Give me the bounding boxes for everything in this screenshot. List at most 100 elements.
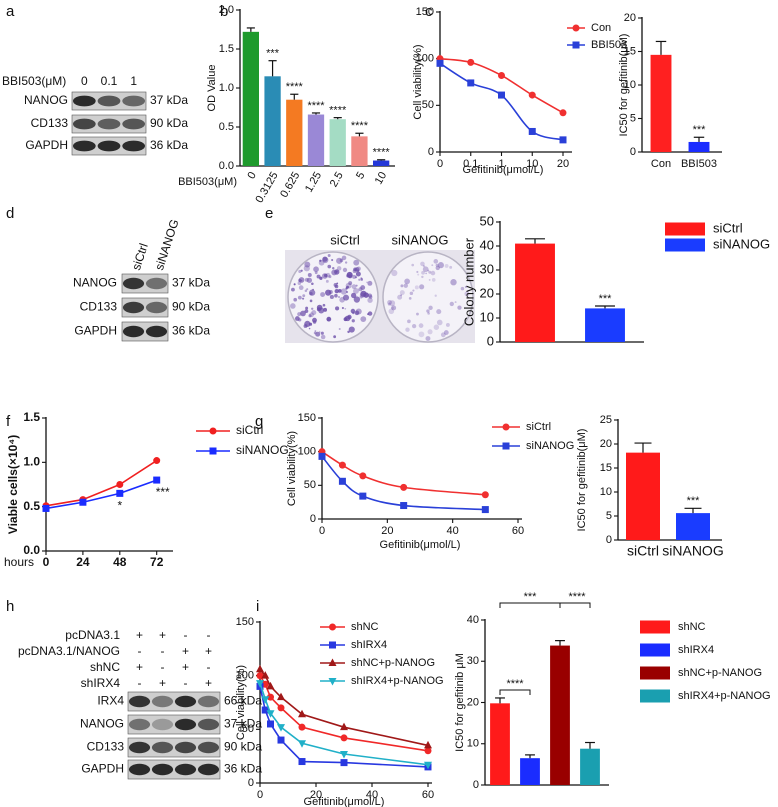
- marker: [400, 483, 408, 491]
- condition-sign: +: [182, 660, 189, 674]
- colony: [426, 309, 430, 313]
- lane-label: 1: [130, 74, 137, 88]
- marker: [256, 672, 264, 680]
- colony: [418, 331, 425, 338]
- x-axis-label: hours: [4, 555, 34, 569]
- colony: [327, 254, 331, 257]
- condition-sign: +: [159, 628, 166, 642]
- colony: [428, 305, 433, 310]
- condition-sign: +: [205, 676, 212, 690]
- colony: [435, 265, 440, 271]
- condition-sign: +: [182, 644, 189, 658]
- colony: [341, 255, 347, 261]
- colony: [433, 324, 440, 330]
- significance-label: ****: [351, 120, 369, 132]
- panel-label: g: [255, 413, 263, 430]
- marker: [502, 442, 510, 450]
- y-tick-label: 1.0: [219, 82, 234, 94]
- legend-label: siCtrl: [526, 421, 551, 433]
- marker: [528, 91, 536, 99]
- blot-row: [127, 691, 221, 712]
- colony: [342, 294, 350, 301]
- x-tick-label: 2.5: [328, 170, 346, 189]
- colony: [405, 327, 410, 332]
- colony: [342, 267, 348, 273]
- colony: [387, 300, 392, 305]
- blot-band: [72, 95, 96, 107]
- colony: [333, 282, 338, 287]
- bar: [307, 114, 325, 166]
- marker: [116, 489, 124, 497]
- colony: [327, 264, 332, 269]
- x-tick-label: 72: [150, 555, 164, 569]
- y-tick-label: 100: [298, 446, 316, 458]
- colony: [353, 296, 361, 303]
- colony: [314, 330, 317, 332]
- marker: [153, 457, 161, 465]
- y-tick-label: 10: [600, 486, 612, 498]
- colony: [412, 289, 415, 292]
- y-tick-label: 10: [467, 738, 479, 750]
- panel-label: i: [256, 598, 259, 615]
- y-tick-label: 50: [422, 99, 434, 111]
- y-tick-label: 50: [242, 723, 254, 735]
- colony: [391, 305, 397, 311]
- x-tick-label: 1.25: [303, 170, 324, 195]
- colony: [431, 278, 436, 282]
- blot-band: [145, 277, 168, 290]
- colony: [344, 307, 347, 310]
- condition-sign: -: [184, 676, 188, 690]
- blot-row: [127, 759, 221, 780]
- blot-band: [122, 118, 146, 130]
- size-label: 90 kDa: [172, 300, 210, 314]
- condition-sign: +: [136, 628, 143, 642]
- marker: [502, 423, 510, 431]
- y-tick-label: 0: [630, 146, 636, 158]
- colony: [306, 277, 313, 283]
- y-tick-label: 0: [473, 779, 479, 791]
- colony: [391, 269, 398, 277]
- legend-swatch: [665, 222, 705, 236]
- series-line: [45, 459, 158, 507]
- marker: [153, 476, 161, 484]
- protein-label: CD133: [80, 300, 118, 314]
- colony: [325, 279, 329, 283]
- colony: [341, 306, 344, 310]
- colony: [354, 276, 358, 279]
- marker: [267, 693, 274, 701]
- panel-label: c: [425, 3, 433, 20]
- marker: [467, 79, 475, 87]
- colony: [416, 312, 419, 316]
- colony: [302, 294, 306, 298]
- colony: [336, 257, 343, 264]
- condition-sign: +: [205, 644, 212, 658]
- colony: [421, 275, 424, 279]
- blot-band: [97, 95, 121, 107]
- colony: [334, 289, 339, 294]
- marker: [436, 59, 444, 67]
- protein-label: NANOG: [80, 717, 124, 731]
- y-tick-label: 0: [428, 146, 434, 158]
- x-tick-label: 0.1: [463, 158, 478, 170]
- marker: [528, 127, 536, 135]
- colony: [354, 310, 360, 316]
- colony: [350, 308, 356, 314]
- condition-sign: -: [207, 660, 211, 674]
- y-tick-label: 0: [606, 534, 612, 546]
- blot-band: [97, 140, 121, 152]
- y-axis-label: Cell viability(%): [412, 44, 424, 119]
- colony: [325, 272, 331, 278]
- legend-label: shNC: [678, 621, 706, 633]
- colony: [308, 314, 312, 318]
- blot-band: [174, 718, 197, 731]
- colony: [311, 307, 314, 310]
- colony: [436, 319, 443, 326]
- colony: [344, 261, 348, 264]
- colony: [297, 281, 302, 286]
- colony: [320, 331, 324, 335]
- bar: [286, 99, 303, 166]
- colony: [300, 269, 303, 272]
- legend-label: siCtrl: [236, 423, 263, 437]
- blot-band: [122, 277, 145, 290]
- colony: [360, 316, 367, 323]
